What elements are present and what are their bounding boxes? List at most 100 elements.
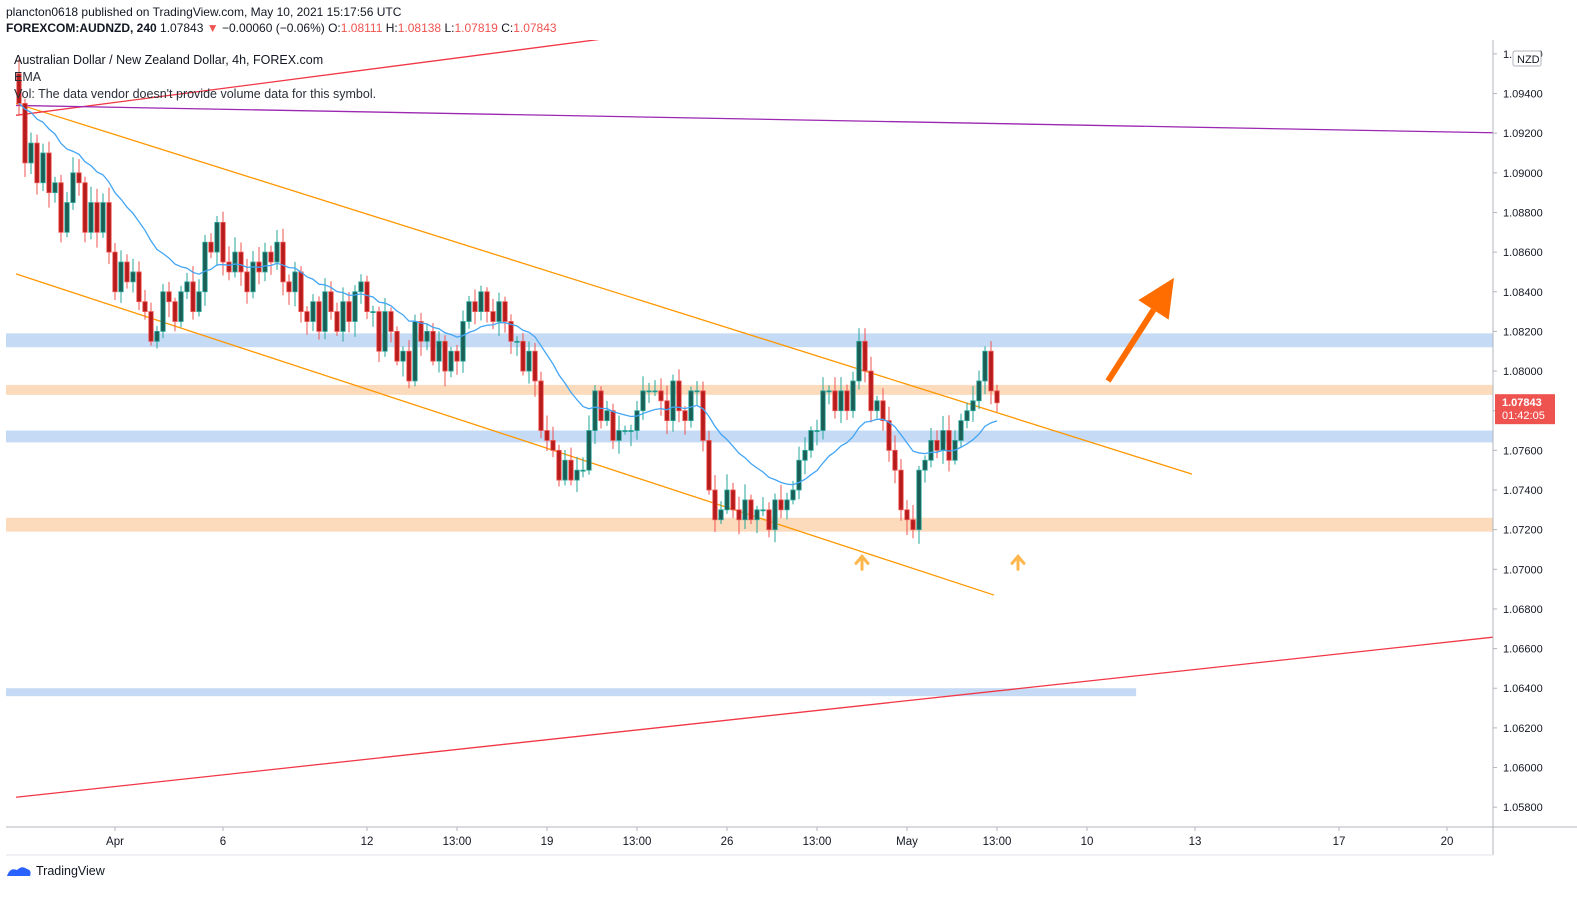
price-tick-label: 1.08200 [1503, 326, 1543, 338]
price-tick-label: 1.07200 [1503, 525, 1543, 537]
candle-body [514, 340, 520, 343]
projection-arrow-head [1138, 277, 1174, 320]
publisher-line: plancton0618 published on TradingView.co… [6, 5, 402, 19]
candle-body [880, 400, 886, 422]
candle-body [220, 221, 226, 263]
candle-body [358, 281, 364, 293]
candle-body [802, 449, 808, 461]
ema-legend-label[interactable]: EMA [14, 70, 42, 84]
candle-body [670, 380, 676, 422]
candle-body [610, 410, 616, 441]
lower-red-trend-line [15, 636, 1493, 798]
candle-body [628, 430, 634, 432]
candlestick-series [16, 58, 1000, 544]
candle-body [652, 390, 658, 393]
candle-body [82, 182, 88, 233]
candle-body [484, 291, 490, 312]
close-label: C: [501, 21, 514, 35]
candle-body [232, 251, 238, 273]
candle-body [454, 350, 460, 362]
candle-body [748, 499, 754, 521]
candle-body [148, 311, 154, 342]
candle-body [370, 311, 376, 313]
currency-badge-label: NZD [1517, 54, 1540, 66]
candle-body [298, 271, 304, 312]
candle-body [376, 311, 382, 352]
candle-body [496, 301, 502, 322]
chart-legend: Australian Dollar / New Zealand Dollar, … [14, 52, 376, 103]
candle-body [766, 509, 772, 531]
price-tick-label: 1.07400 [1503, 485, 1543, 497]
price-tick-label: 1.06400 [1503, 683, 1543, 695]
candle-body [244, 271, 250, 293]
candle-body [418, 321, 424, 342]
price-tick-label: 1.05800 [1503, 802, 1543, 814]
candle-body [130, 271, 136, 283]
price-tick-label: 1.08400 [1503, 287, 1543, 299]
zone-orange-1 [6, 384, 1493, 395]
candle-body [916, 469, 922, 531]
candle-body [280, 241, 286, 283]
price-tick-label: 1.06000 [1503, 763, 1543, 775]
candle-body [694, 390, 700, 393]
time-tick-label: 13:00 [803, 836, 832, 848]
candle-body [352, 291, 358, 322]
candle-body [730, 489, 736, 511]
candle-body [448, 350, 454, 372]
price-tick-label: 1.07000 [1503, 564, 1543, 576]
candle-body [400, 350, 406, 362]
upper-red-trend-line [15, 40, 600, 116]
candle-body [46, 152, 52, 194]
candle-body [28, 142, 34, 164]
footer-brand: TradingView [6, 864, 105, 878]
time-tick-label: 20 [1441, 836, 1454, 848]
candle-body [250, 261, 256, 293]
candle-body [778, 499, 784, 511]
time-tick-label: 13:00 [443, 836, 472, 848]
brand-name[interactable]: TradingView [36, 864, 105, 878]
candle-body [616, 430, 622, 441]
candle-body [688, 390, 694, 422]
candle-body [580, 469, 586, 472]
open-label: O: [328, 21, 341, 35]
low-value: 1.07819 [454, 21, 498, 35]
candle-body [526, 350, 532, 372]
currency-badge [1512, 50, 1542, 67]
candle-body [160, 291, 166, 332]
candle-body [538, 380, 544, 431]
candle-body [958, 420, 964, 441]
candle-body [100, 202, 106, 233]
candle-body [322, 291, 328, 332]
zone-blue-4 [6, 688, 1137, 697]
candle-body [340, 301, 346, 332]
last-price: 1.07843 [160, 21, 204, 35]
candle-body [682, 410, 688, 422]
candle-body [832, 390, 838, 412]
candle-body [226, 261, 232, 273]
candle-body [520, 340, 526, 372]
candle-body [970, 400, 976, 412]
up-arrow-marker-0 [854, 554, 870, 571]
up-arrow-marker-1 [1010, 554, 1026, 571]
candle-body [544, 430, 550, 441]
candle-body [316, 301, 322, 332]
candle-body [292, 271, 298, 293]
candle-body [136, 271, 142, 303]
candle-body [928, 440, 934, 461]
candle-body [88, 202, 94, 233]
candle-body [532, 350, 538, 382]
volume-note[interactable]: Vol: The data vendor doesn't provide vol… [14, 87, 377, 101]
candle-body [460, 321, 466, 362]
candle-body [604, 410, 610, 422]
time-tick-label: 26 [721, 836, 734, 848]
candle-body [466, 301, 472, 322]
time-tick-label: 6 [220, 836, 226, 848]
candle-body [640, 390, 646, 412]
candle-body [112, 251, 118, 293]
countdown-label: 01:42:05 [1502, 410, 1545, 422]
candle-body [844, 390, 850, 412]
publish-header: plancton0618 published on TradingView.co… [6, 4, 557, 36]
ema-line [18, 102, 998, 486]
high-label: H: [385, 21, 398, 35]
